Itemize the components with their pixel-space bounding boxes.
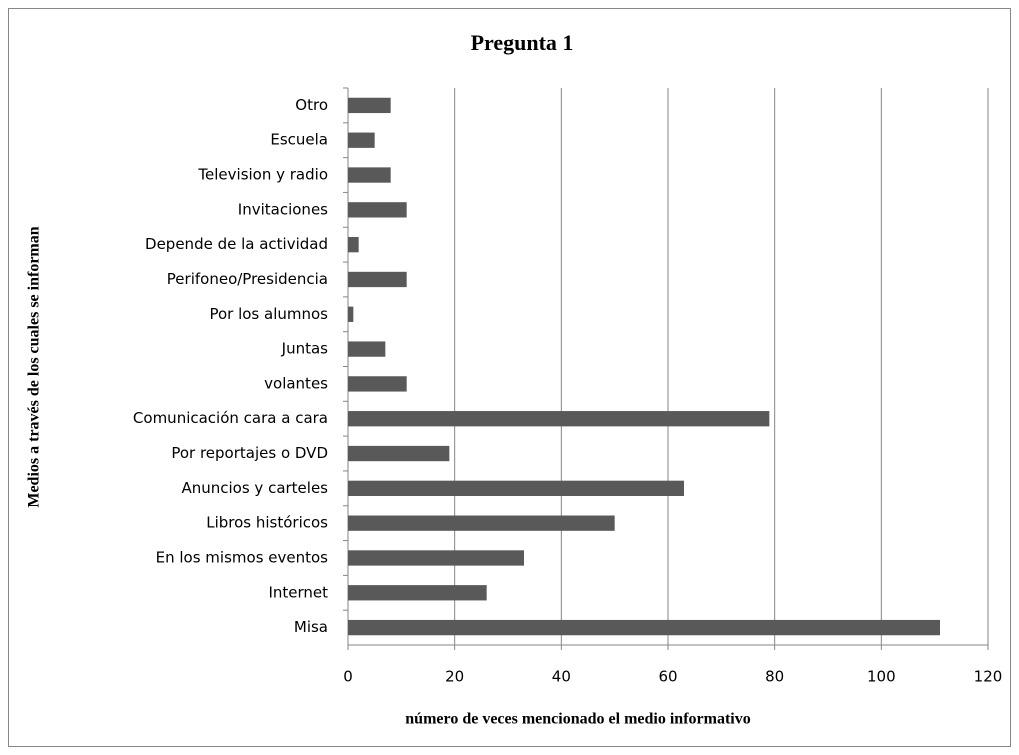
bar xyxy=(348,341,386,357)
bar xyxy=(348,271,407,288)
bar xyxy=(348,202,407,218)
x-tick-label: 80 xyxy=(765,668,784,686)
x-tick-label: 120 xyxy=(974,668,1003,686)
y-tick-label: Invitaciones xyxy=(238,200,328,218)
bar xyxy=(348,236,359,253)
bar xyxy=(348,585,487,601)
y-tick-label: Television y radio xyxy=(197,166,328,184)
x-tick-label: 20 xyxy=(445,668,464,686)
bar xyxy=(348,306,354,322)
y-tick-label: volantes xyxy=(264,374,328,392)
y-tick-label: Internet xyxy=(268,583,328,601)
bar xyxy=(348,411,770,427)
y-tick-label: En los mismos eventos xyxy=(156,548,329,566)
x-tick-label: 60 xyxy=(658,668,677,686)
y-tick-label: Juntas xyxy=(281,340,329,358)
bar xyxy=(348,619,940,636)
chart-border xyxy=(8,8,1011,747)
bar xyxy=(348,480,684,497)
bar xyxy=(348,132,375,148)
y-axis-title: Medios a través de los cuales se informa… xyxy=(26,226,43,507)
bar xyxy=(348,515,615,531)
y-tick-label: Misa xyxy=(294,618,328,636)
y-tick-label: Por reportajes o DVD xyxy=(171,444,328,462)
x-axis-title: número de veces mencionado el medio info… xyxy=(405,711,750,728)
chart-title: Pregunta 1 xyxy=(471,30,574,55)
bar xyxy=(348,445,450,462)
y-tick-label: Anuncios y carteles xyxy=(181,479,328,497)
y-tick-label: Otro xyxy=(295,96,328,114)
y-tick-label: Perifoneo/Presidencia xyxy=(167,270,328,288)
y-tick-label: Depende de la actividad xyxy=(145,235,328,253)
y-tick-label: Por los alumnos xyxy=(209,305,328,323)
bar xyxy=(348,167,391,183)
bar xyxy=(348,376,407,392)
bar xyxy=(348,97,391,114)
x-tick-label: 40 xyxy=(552,668,571,686)
x-tick-label: 0 xyxy=(343,668,353,686)
y-tick-label: Escuela xyxy=(270,131,328,149)
y-tick-label: Comunicación cara a cara xyxy=(133,409,328,427)
bar xyxy=(348,550,524,566)
x-tick-label: 100 xyxy=(867,668,896,686)
y-tick-label: Libros históricos xyxy=(206,514,328,532)
